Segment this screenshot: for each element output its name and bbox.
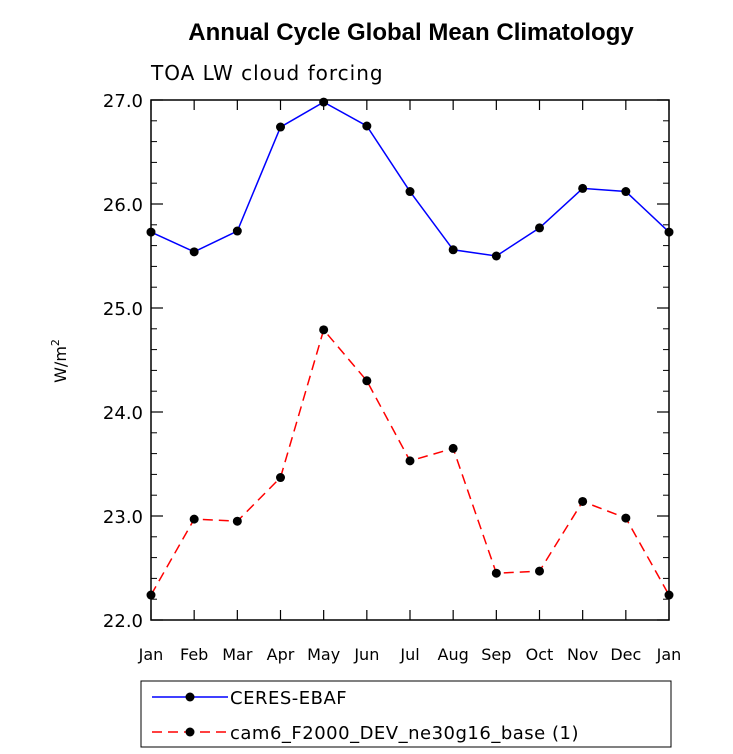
data-point (319, 325, 329, 335)
legend-box (140, 680, 672, 748)
legend-marker (185, 727, 195, 737)
y-tick-label: 25.0 (103, 299, 143, 320)
data-point (362, 376, 372, 386)
legend-entry-0: CERES-EBAF (152, 688, 347, 709)
legend: CERES-EBAF cam6_F2000_DEV_ne30g16_base (1… (140, 680, 672, 748)
data-point (578, 183, 588, 193)
y-tick-label: 22.0 (103, 611, 143, 632)
data-point (535, 223, 544, 233)
y-tick-label: 24.0 (103, 403, 143, 424)
x-tick-label: Oct (526, 645, 554, 664)
y-tick-label: 23.0 (103, 507, 143, 528)
x-tick-label: Jun (353, 645, 379, 664)
x-tick-label: Mar (222, 645, 253, 664)
x-tick-label: Feb (180, 645, 208, 664)
y-axis-label: W/m2 (49, 339, 70, 383)
x-tick-label: Jan (656, 645, 682, 664)
y-tick-label: 27.0 (103, 91, 143, 112)
data-point (491, 251, 501, 261)
data-point (405, 456, 415, 466)
series-0 (146, 97, 674, 261)
data-point (319, 97, 329, 107)
data-point (362, 121, 372, 131)
x-tick-label: Jan (138, 645, 164, 664)
svg-text:W/m2: W/m2 (49, 339, 70, 383)
axis-tick-labels: 22.0 23.0 24.0 25.0 26.0 27.0 Jan Feb Mar Apr May J… (103, 91, 681, 664)
data-point (621, 187, 631, 197)
x-tick-label: Sep (481, 645, 511, 664)
x-tick-label: Nov (567, 645, 598, 664)
legend-label: cam6_F2000_DEV_ne30g16_base (1) (230, 723, 579, 744)
data-point (448, 245, 458, 255)
data-point (405, 187, 415, 197)
data-point (448, 443, 458, 453)
chart-subtitle: TOA LW cloud forcing (150, 61, 384, 85)
data-point (578, 496, 588, 506)
chart-title: Annual Cycle Global Mean Climatology (188, 19, 634, 46)
x-tick-label: Aug (438, 645, 469, 664)
axis-ticks (150, 99, 670, 621)
legend-label: CERES-EBAF (230, 688, 347, 709)
plot-frame (150, 99, 670, 621)
data-point (621, 513, 631, 523)
y-axis-label-text: W/m (51, 346, 70, 383)
data-point (189, 514, 199, 524)
y-axis-label-superscript: 2 (49, 339, 62, 346)
y-tick-label: 26.0 (103, 195, 143, 216)
x-tick-label: Jul (399, 645, 419, 664)
series-line (150, 101, 670, 257)
data-point (189, 247, 199, 257)
data-point (232, 226, 242, 236)
series-1 (146, 325, 674, 600)
x-tick-label: May (307, 645, 340, 664)
data-point (276, 473, 285, 483)
legend-marker (185, 692, 195, 702)
x-tick-label: Dec (610, 645, 641, 664)
x-tick-label: Apr (267, 645, 295, 664)
data-point (491, 568, 501, 578)
data-point (535, 566, 544, 576)
data-point (276, 122, 285, 132)
series-layer (146, 97, 674, 600)
data-point (232, 516, 242, 526)
legend-entry-1: cam6_F2000_DEV_ne30g16_base (1) (152, 723, 579, 744)
